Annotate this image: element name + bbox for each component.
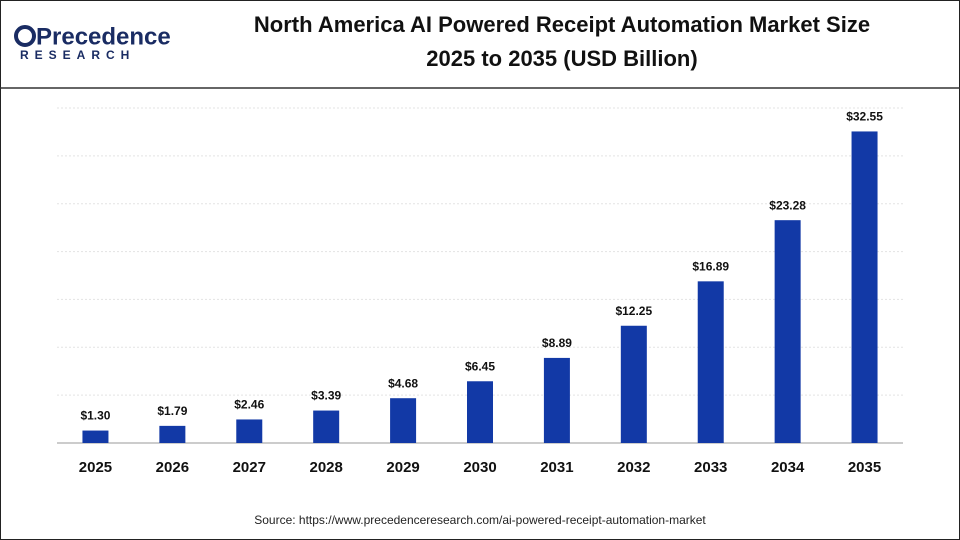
value-label: $2.46 bbox=[234, 398, 264, 412]
bar bbox=[774, 220, 801, 443]
bar bbox=[159, 425, 186, 443]
source: Source: https://www.precedenceresearch.c… bbox=[254, 513, 706, 527]
x-tick-label: 2026 bbox=[156, 459, 189, 476]
value-label: $3.39 bbox=[311, 389, 341, 403]
value-label: $12.25 bbox=[615, 304, 652, 318]
bar bbox=[467, 381, 493, 443]
x-tick-label: 2028 bbox=[309, 459, 342, 476]
bar bbox=[851, 131, 878, 443]
chart-title: 2025 to 2035 (USD Billion) bbox=[426, 46, 697, 71]
value-label: $6.45 bbox=[465, 359, 495, 373]
value-label: $23.28 bbox=[769, 198, 806, 212]
logo-icon bbox=[14, 25, 36, 47]
value-label: $1.30 bbox=[80, 409, 110, 423]
x-tick-label: 2025 bbox=[79, 459, 112, 476]
bar bbox=[543, 357, 570, 443]
logo-tagline: RESEARCH bbox=[20, 48, 135, 62]
value-label: $32.55 bbox=[846, 110, 883, 124]
bar bbox=[390, 398, 417, 443]
x-tick-label: 2027 bbox=[233, 459, 266, 476]
x-tick-label: 2029 bbox=[386, 459, 419, 476]
logo-name: Precedence bbox=[36, 23, 171, 50]
chart-title: North America AI Powered Receipt Automat… bbox=[254, 12, 870, 37]
x-tick-label: 2035 bbox=[848, 459, 881, 476]
value-label: $1.79 bbox=[157, 404, 187, 418]
x-tick-label: 2031 bbox=[540, 459, 573, 476]
value-label: $8.89 bbox=[542, 336, 572, 350]
x-tick-label: 2033 bbox=[694, 459, 727, 476]
value-label: $16.89 bbox=[692, 260, 729, 274]
bar bbox=[620, 325, 647, 443]
bar bbox=[236, 419, 263, 443]
value-label: $4.68 bbox=[388, 376, 418, 390]
bar bbox=[313, 410, 340, 443]
x-tick-label: 2030 bbox=[463, 459, 496, 476]
x-tick-label: 2032 bbox=[617, 459, 650, 476]
x-tick-label: 2034 bbox=[771, 459, 805, 476]
bar bbox=[697, 281, 724, 443]
bar bbox=[82, 430, 109, 443]
